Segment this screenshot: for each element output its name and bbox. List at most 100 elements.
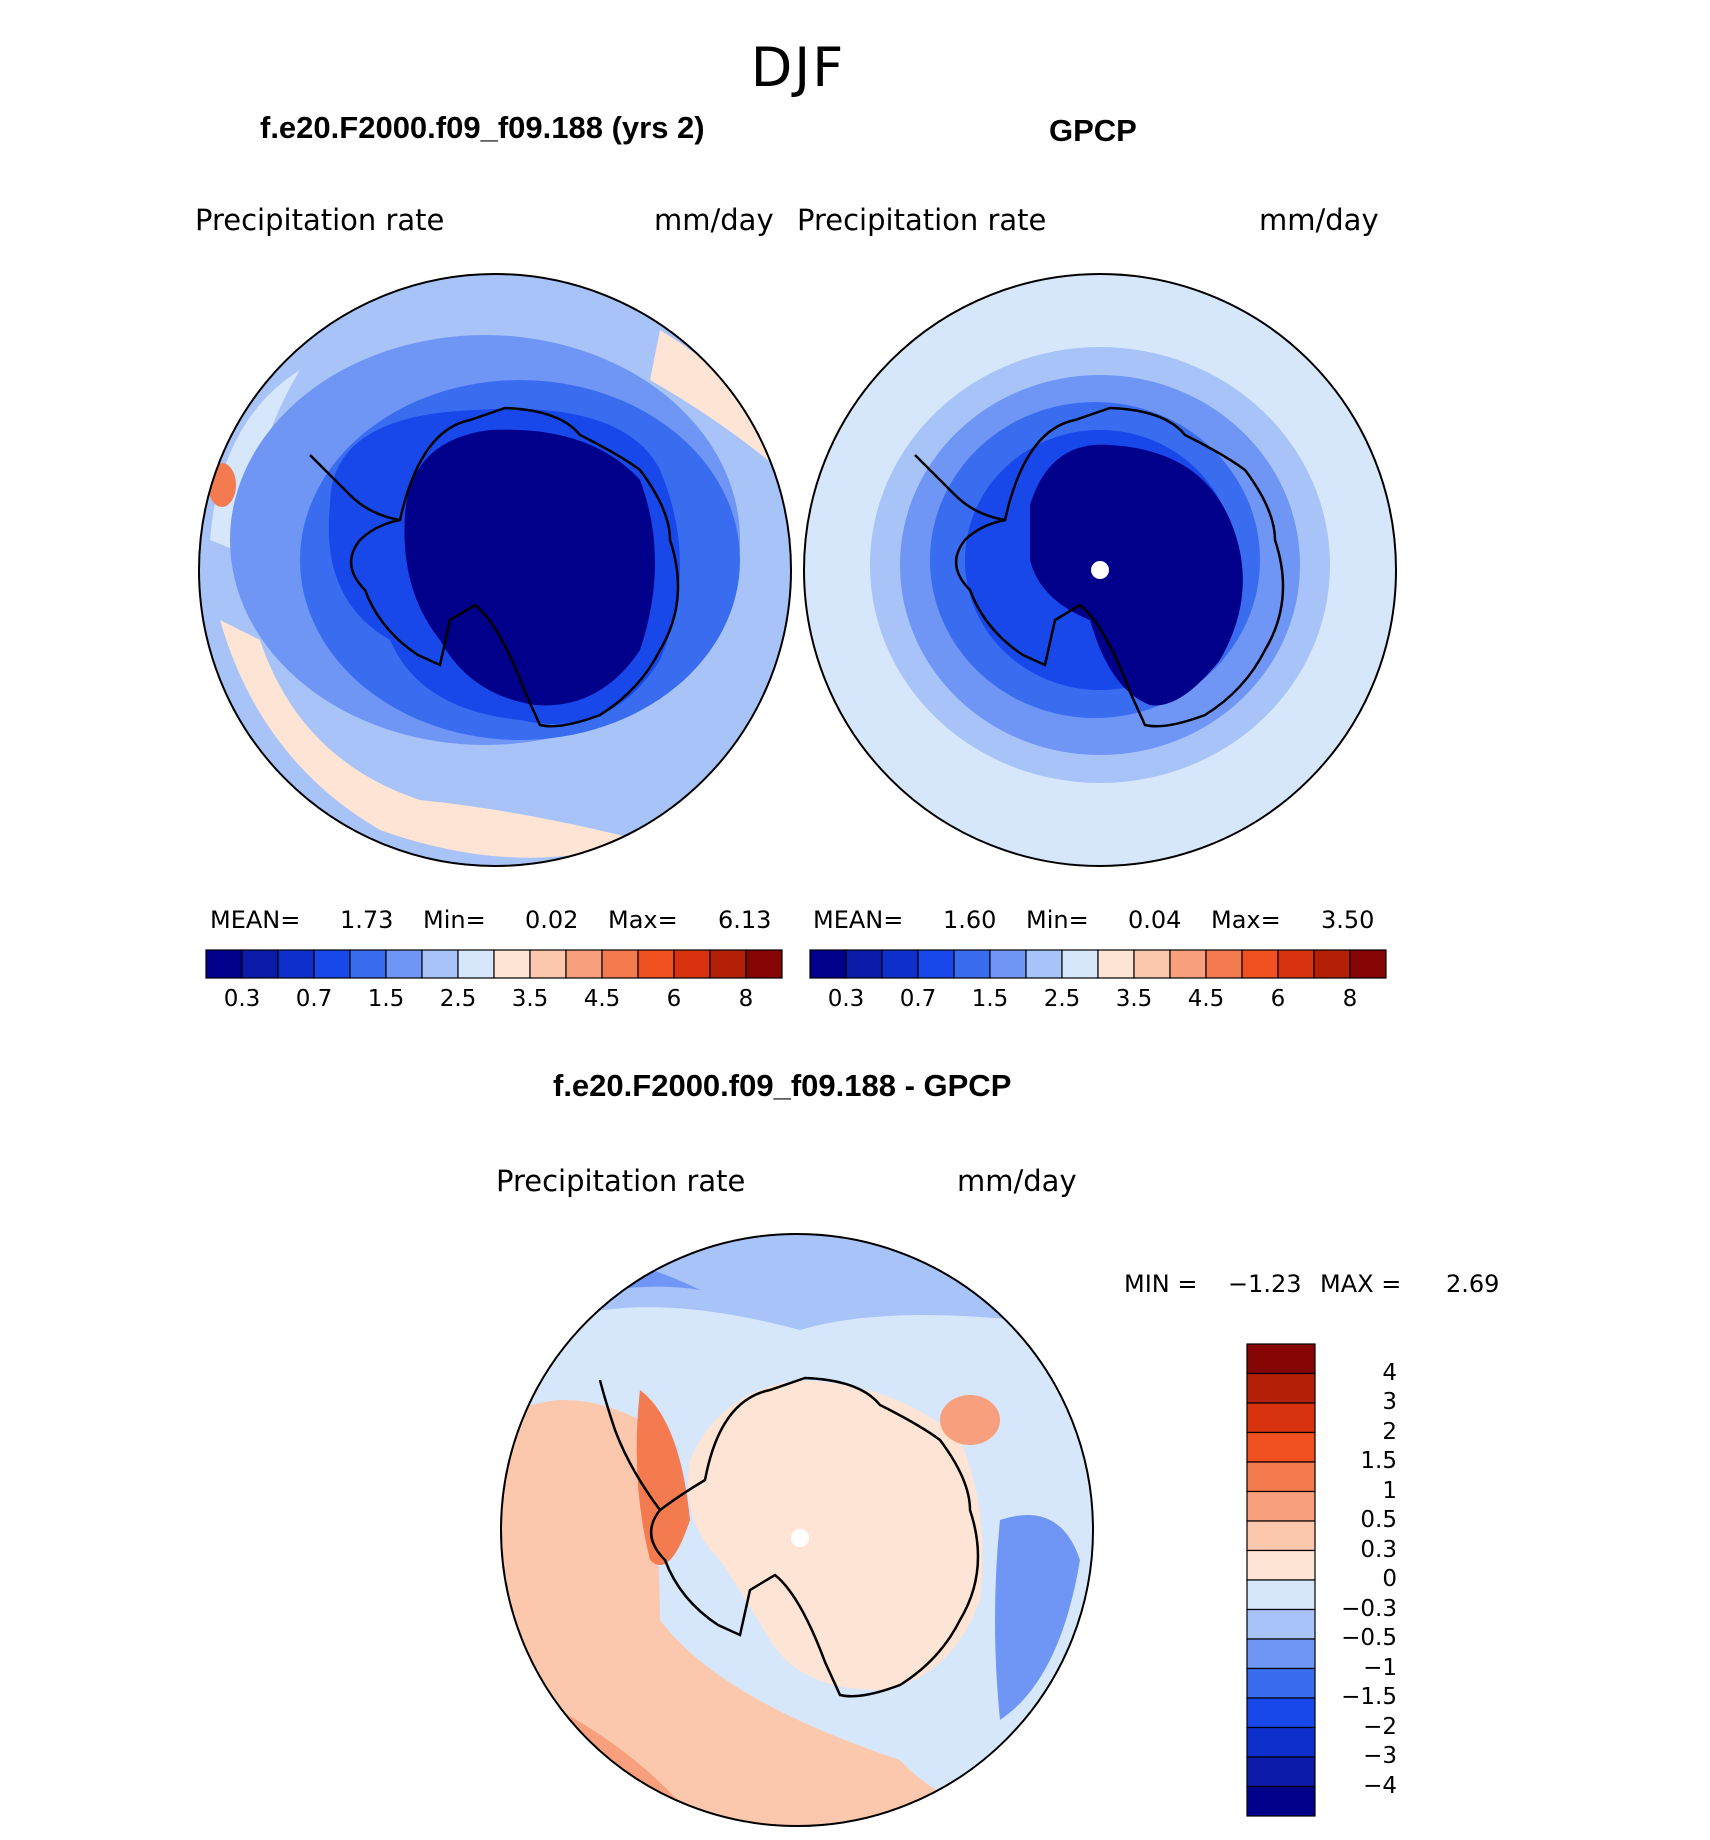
diff-colorbar-swatch: [1246, 1549, 1316, 1581]
diff-colorbar-tick-label: −3: [1363, 1743, 1397, 1769]
diff-title: f.e20.F2000.f09_f09.188 - GPCP: [553, 1068, 1012, 1103]
panel1-colorbar-swatch: [313, 949, 351, 979]
diff-colorbar-tick-label: −2: [1363, 1713, 1397, 1740]
panel2-min-label: Min=: [1026, 906, 1089, 934]
diff-colorbar-swatch: [1246, 1697, 1316, 1729]
diff-colorbar-tick-label: −0.3: [1341, 1595, 1397, 1622]
diff-continent-field: [688, 1380, 983, 1690]
diff-peninsula: [598, 1379, 662, 1511]
panel2-colorbar-tick-label: 6: [1270, 986, 1286, 1012]
panel1-variable: Precipitation rate: [195, 203, 445, 237]
diff-colorbar-tick-label: 1.5: [1360, 1448, 1397, 1474]
diff-colorbar-tick-label: 3: [1382, 1389, 1397, 1415]
panel2-colorbar-swatch: [953, 949, 991, 979]
diff-colorbar-tick-label: −4: [1363, 1772, 1397, 1799]
panel2-map-border: [803, 273, 1397, 867]
panel2-mean-value: 1.60: [943, 906, 997, 934]
diff-map-border: [500, 1233, 1094, 1827]
panel2-max-label: Max=: [1211, 906, 1281, 934]
panel1-colorbar-swatch: [421, 949, 459, 979]
panel1-colorbar-swatch: [349, 949, 387, 979]
panel1-core: [404, 429, 655, 706]
panel1-colorbar-swatch: [277, 949, 315, 979]
diff-coastline: [650, 1376, 980, 1698]
panel1-colorbar-tick-label: 4.5: [583, 986, 621, 1012]
diff-colorbar-tick-label: 1: [1382, 1477, 1397, 1504]
panel1-mean-label: MEAN=: [210, 906, 301, 934]
panel2-units: mm/day: [1259, 203, 1379, 237]
panel1-colorbar-swatch: [565, 949, 603, 979]
panel2-colorbar-tick-label: 4.5: [1187, 986, 1225, 1012]
panel1-colorbar-swatch: [673, 949, 711, 979]
panel1-title: f.e20.F2000.f09_f09.188 (yrs 2): [260, 110, 705, 145]
panel1-mean-value: 1.73: [340, 906, 394, 934]
diff-colorbar-tick-label: −1: [1363, 1654, 1397, 1681]
diff-min-value: −1.23: [1228, 1270, 1302, 1298]
diff-colorbar-tick-label: 0.3: [1360, 1536, 1397, 1563]
diff-max-value: 2.69: [1446, 1270, 1500, 1298]
diff-colorbar-tick-label: −0.5: [1341, 1625, 1397, 1651]
panel2-colorbar-swatch: [1349, 949, 1387, 979]
diff-colorbar-swatch: [1246, 1608, 1316, 1640]
panel1-max-label: Max=: [608, 906, 678, 934]
panel2-title: GPCP: [1049, 113, 1137, 148]
diff-colorbar-swatch: [1246, 1520, 1316, 1552]
panel2-max-value: 3.50: [1321, 906, 1375, 934]
panel1-colorbar-swatch: [205, 949, 243, 979]
panel2-pole-marker: [1091, 561, 1109, 579]
panel1-colorbar: [205, 949, 783, 979]
diff-east-hotspot: [940, 1395, 1000, 1445]
panel2-colorbar-swatch: [1097, 949, 1135, 979]
diff-colorbar-swatch: [1246, 1756, 1316, 1788]
panel2-coastline: [955, 406, 1285, 728]
diff-band-north: [501, 1234, 1093, 1330]
panel2-colorbar-tick-label: 3.5: [1115, 986, 1153, 1012]
diff-units: mm/day: [957, 1164, 1077, 1198]
panel1-colorbar-tick-label: 0.7: [295, 986, 333, 1012]
diff-colorbar-swatch: [1246, 1431, 1316, 1463]
panel1-colorbar-swatch: [637, 949, 675, 979]
panel1-colorbar-swatch: [529, 949, 567, 979]
panel2-mean-label: MEAN=: [813, 906, 904, 934]
panel1-min-label: Min=: [423, 906, 486, 934]
panel1-colorbar-swatch: [745, 949, 783, 979]
diff-colorbar-swatch: [1246, 1785, 1316, 1817]
panel2-colorbar-swatch: [881, 949, 919, 979]
panel2-peninsula: [914, 454, 1006, 522]
panel1-colorbar-swatch: [493, 949, 531, 979]
diff-colorbar-tick-label: 0: [1382, 1566, 1397, 1592]
panel1-colorbar-swatch: [457, 949, 495, 979]
panel2-colorbar-tick-label: 0.3: [827, 986, 865, 1012]
panel1-colorbar-tick-label: 8: [738, 986, 754, 1012]
panel2-colorbar-swatch: [1277, 949, 1315, 979]
panel2-colorbar: [809, 949, 1387, 979]
diff-variable: Precipitation rate: [496, 1164, 746, 1198]
panel2-colorbar-swatch: [1061, 949, 1099, 979]
figure-title: DJF: [750, 36, 846, 99]
diff-colorbar-swatch: [1246, 1490, 1316, 1522]
panel2-colorbar-swatch: [989, 949, 1027, 979]
diff-colorbar-swatch: [1246, 1579, 1316, 1611]
diff-colorbar-swatch: [1246, 1343, 1316, 1375]
panel1-colorbar-swatch: [709, 949, 747, 979]
panel1-units: mm/day: [654, 203, 774, 237]
panel2-colorbar-swatch: [845, 949, 883, 979]
panel1-max-value: 6.13: [718, 906, 772, 934]
panel2-colorbar-swatch: [1133, 949, 1171, 979]
panel1-colorbar-swatch: [385, 949, 423, 979]
panel2-colorbar-swatch: [809, 949, 847, 979]
diff-pole-marker: [791, 1529, 809, 1547]
panel1-colorbar-swatch: [601, 949, 639, 979]
panel1-colorbar-tick-label: 0.3: [223, 986, 261, 1012]
panel1-peninsula: [309, 454, 401, 522]
panel2-variable: Precipitation rate: [797, 203, 1047, 237]
panel2-colorbar-swatch: [1313, 949, 1351, 979]
panel2-colorbar-swatch: [917, 949, 955, 979]
panel2-colorbar-swatch: [1025, 949, 1063, 979]
panel2-map: [804, 274, 1396, 866]
panel1-colorbar-tick-label: 2.5: [439, 986, 477, 1012]
diff-colorbar-swatch: [1246, 1726, 1316, 1758]
diff-colorbar-swatch: [1246, 1372, 1316, 1404]
panel2-colorbar-tick-label: 2.5: [1043, 986, 1081, 1012]
panel1-map-border: [198, 273, 792, 867]
